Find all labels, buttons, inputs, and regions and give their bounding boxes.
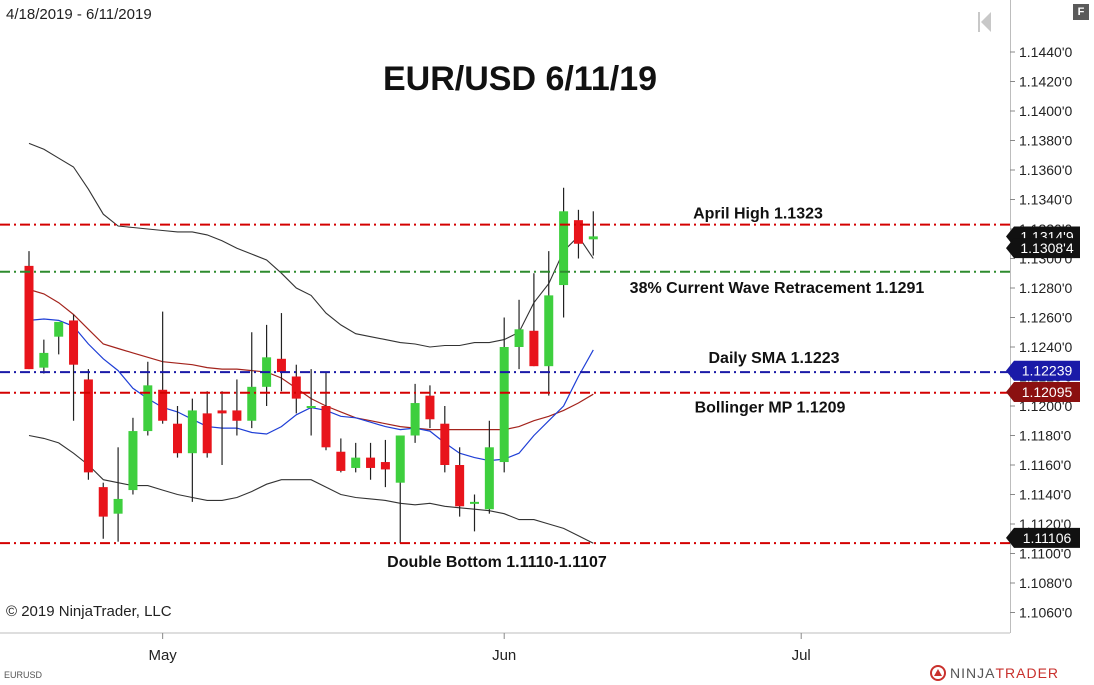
candle-body <box>410 403 420 436</box>
candle-body <box>499 347 509 463</box>
candle-body <box>306 406 316 408</box>
candle-body <box>113 498 123 514</box>
bollinger-lower-line <box>28 434 594 544</box>
candle-body <box>484 447 494 510</box>
y-tick-label: 1.1280'0 <box>1019 280 1072 296</box>
x-tick-label: Jun <box>492 647 516 664</box>
candle-body <box>395 435 405 483</box>
x-tick-label: May <box>148 647 177 664</box>
candle-body <box>366 457 376 468</box>
candle-body <box>351 457 361 468</box>
rewind-icon[interactable] <box>978 11 992 33</box>
y-tick-label: 1.1440'0 <box>1019 44 1072 60</box>
y-tick-label: 1.1420'0 <box>1019 74 1072 90</box>
candle-body <box>559 211 569 286</box>
panel-menu-button[interactable]: F <box>1073 4 1089 20</box>
level-label: Double Bottom 1.1110-1.1107 <box>387 554 607 571</box>
y-tick-label: 1.1360'0 <box>1019 162 1072 178</box>
y-tick-label: 1.1100'0 <box>1019 546 1071 562</box>
candle-body <box>217 410 227 414</box>
price-tag-label: 1.12095 <box>1022 384 1073 400</box>
y-tick-label: 1.1080'0 <box>1019 575 1072 591</box>
price-axis-frame <box>1010 0 1094 633</box>
x-tick-label: Jul <box>792 647 811 664</box>
level-label: 38% Current Wave Retracement 1.1291 <box>630 280 925 297</box>
price-tag-label: 1.11106 <box>1023 530 1072 546</box>
candle-body <box>69 320 79 365</box>
y-tick-label: 1.1340'0 <box>1019 192 1072 208</box>
candle-body <box>24 265 34 370</box>
price-tag <box>1006 381 1080 402</box>
candle-body <box>276 358 286 373</box>
candle-body <box>187 410 197 454</box>
candle-body <box>158 389 168 421</box>
y-tick-label: 1.1160'0 <box>1019 457 1071 473</box>
candle-body <box>39 352 49 368</box>
price-tag-label: 1.1308'4 <box>1020 240 1073 256</box>
y-tick-label: 1.1240'0 <box>1019 339 1072 355</box>
candle-body <box>544 295 554 367</box>
candle-body <box>425 395 435 420</box>
y-tick-label: 1.1060'0 <box>1019 605 1072 621</box>
candle-body <box>173 423 182 454</box>
candle-body <box>98 487 108 517</box>
y-tick-label: 1.1400'0 <box>1019 103 1072 119</box>
candle-body <box>202 413 212 454</box>
brand-ninja-text: NINJA <box>950 665 996 681</box>
candle-body <box>232 410 242 421</box>
date-range-label: 4/18/2019 - 6/11/2019 <box>6 6 152 23</box>
candle-body <box>291 376 301 399</box>
price-tag <box>1006 360 1080 381</box>
y-tick-label: 1.1260'0 <box>1019 310 1072 326</box>
ninjatrader-logo-icon <box>930 665 946 681</box>
price-tag-label: 1.12239 <box>1022 363 1073 379</box>
chart-title: EUR/USD 6/11/19 <box>383 60 657 98</box>
y-tick-label: 1.1180'0 <box>1019 428 1071 444</box>
candle-body <box>470 501 479 504</box>
candle-body <box>54 321 64 337</box>
candle-body <box>247 386 257 421</box>
candle-body <box>588 236 598 240</box>
price-tag <box>1006 527 1080 548</box>
bollinger-upper-line <box>28 142 594 348</box>
candle-body <box>529 330 539 367</box>
candle-body <box>336 451 346 471</box>
level-label: April High 1.1323 <box>693 206 823 223</box>
level-label: Bollinger MP 1.1209 <box>695 400 846 417</box>
brand-trader-text: TRADER <box>995 665 1060 681</box>
y-tick-label: 1.1200'0 <box>1019 398 1072 414</box>
candle-body <box>128 431 138 491</box>
candle-body <box>380 462 390 470</box>
level-label: Daily SMA 1.1223 <box>708 350 839 367</box>
price-tag <box>1006 238 1080 259</box>
candle-body <box>321 406 331 448</box>
symbol-label: EURUSD <box>4 670 43 680</box>
y-tick-label: 1.1140'0 <box>1019 487 1071 503</box>
copyright-label: © 2019 NinjaTrader, LLC <box>6 603 172 620</box>
candle-body <box>83 379 93 473</box>
candle-body <box>143 385 153 432</box>
candle-body <box>514 329 524 347</box>
ninjatrader-logo: NINJA TRADER <box>930 664 1059 682</box>
candle-body <box>440 423 450 465</box>
candle-body <box>573 220 583 244</box>
y-tick-label: 1.1380'0 <box>1019 133 1072 149</box>
candle-body <box>455 465 465 507</box>
